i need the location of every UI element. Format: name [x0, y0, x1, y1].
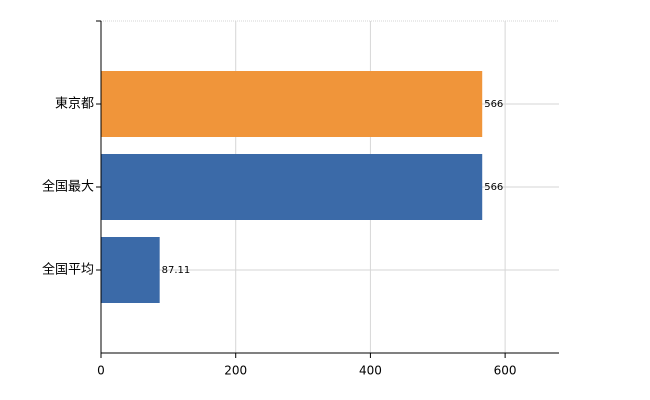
- x-tick-label: 200: [224, 364, 247, 378]
- y-tick-label: 全国平均: [42, 262, 94, 278]
- x-tick-label: 400: [359, 364, 382, 378]
- data-label: 566: [484, 99, 503, 110]
- y-tick-label: 東京都: [55, 96, 94, 112]
- x-tick-label: 0: [97, 364, 105, 378]
- y-tick-label: 全国最大: [42, 179, 94, 195]
- bar: [101, 154, 483, 220]
- data-label: 566: [484, 182, 503, 193]
- bar: [101, 237, 160, 303]
- data-label: 87.11: [162, 265, 191, 276]
- x-tick-label: 600: [494, 364, 517, 378]
- bar: [101, 71, 483, 137]
